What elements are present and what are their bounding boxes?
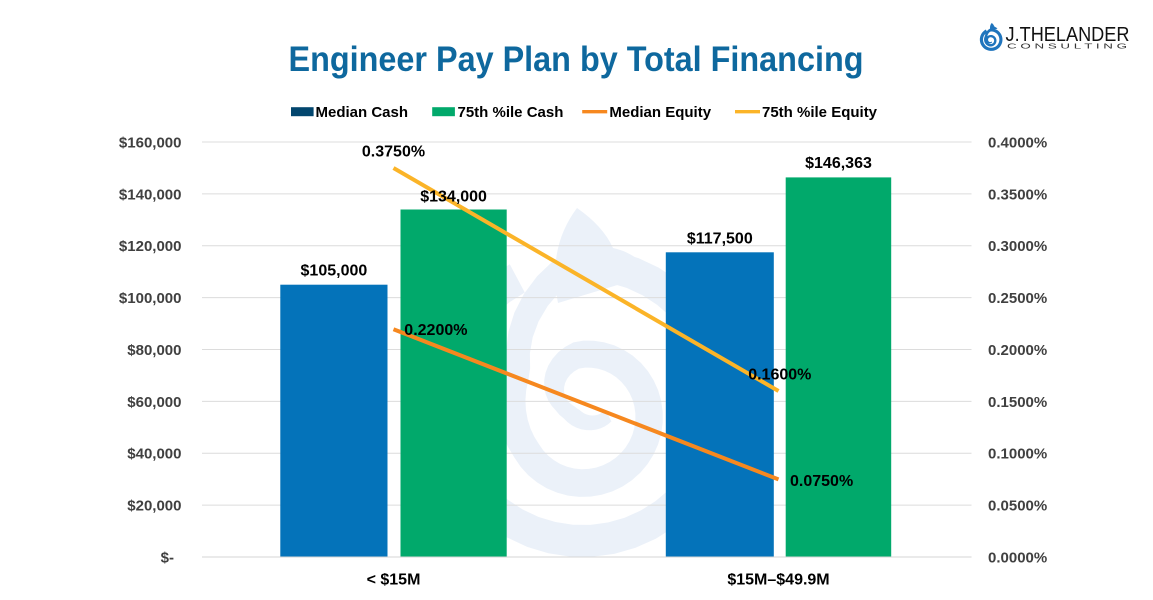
svg-text:$160,000: $160,000 [119,134,182,151]
svg-text:Median Cash: Median Cash [316,104,409,121]
svg-text:$-: $- [161,549,174,566]
svg-text:0.1000%: 0.1000% [988,446,1047,463]
svg-text:C O N S U L T I N G: C O N S U L T I N G [1007,43,1127,50]
svg-text:0.3500%: 0.3500% [988,186,1047,203]
svg-text:$60,000: $60,000 [127,394,181,411]
svg-text:75th %ile Cash: 75th %ile Cash [458,104,564,121]
svg-text:0.1600%: 0.1600% [748,366,811,383]
svg-text:75th %ile Equity: 75th %ile Equity [762,104,878,121]
svg-text:Engineer Pay Plan by Total Fin: Engineer Pay Plan by Total Financing [289,40,864,79]
svg-text:0.2200%: 0.2200% [404,322,467,339]
svg-text:< $15M: < $15M [367,571,421,588]
svg-text:$80,000: $80,000 [127,342,181,359]
svg-text:0.0750%: 0.0750% [790,473,853,490]
svg-text:0.4000%: 0.4000% [988,134,1047,151]
svg-text:$40,000: $40,000 [127,446,181,463]
svg-text:0.2000%: 0.2000% [988,342,1047,359]
svg-text:0.2500%: 0.2500% [988,290,1047,307]
svg-text:$100,000: $100,000 [119,290,182,307]
svg-text:J.THELANDER: J.THELANDER [1006,24,1130,46]
svg-text:0.0000%: 0.0000% [988,549,1047,566]
svg-text:0.1500%: 0.1500% [988,394,1047,411]
svg-text:$117,500: $117,500 [687,230,753,247]
svg-text:Median Equity: Median Equity [609,104,711,121]
svg-text:$105,000: $105,000 [301,263,368,280]
svg-text:$134,000: $134,000 [420,188,487,205]
svg-text:0.0500%: 0.0500% [988,498,1047,515]
svg-text:$15M–$49.9M: $15M–$49.9M [727,571,829,588]
svg-text:$146,363: $146,363 [805,155,872,172]
svg-text:0.3000%: 0.3000% [988,238,1047,255]
svg-text:$20,000: $20,000 [127,498,181,515]
svg-text:$120,000: $120,000 [119,238,182,255]
svg-text:$140,000: $140,000 [119,186,182,203]
svg-text:0.3750%: 0.3750% [362,144,425,161]
